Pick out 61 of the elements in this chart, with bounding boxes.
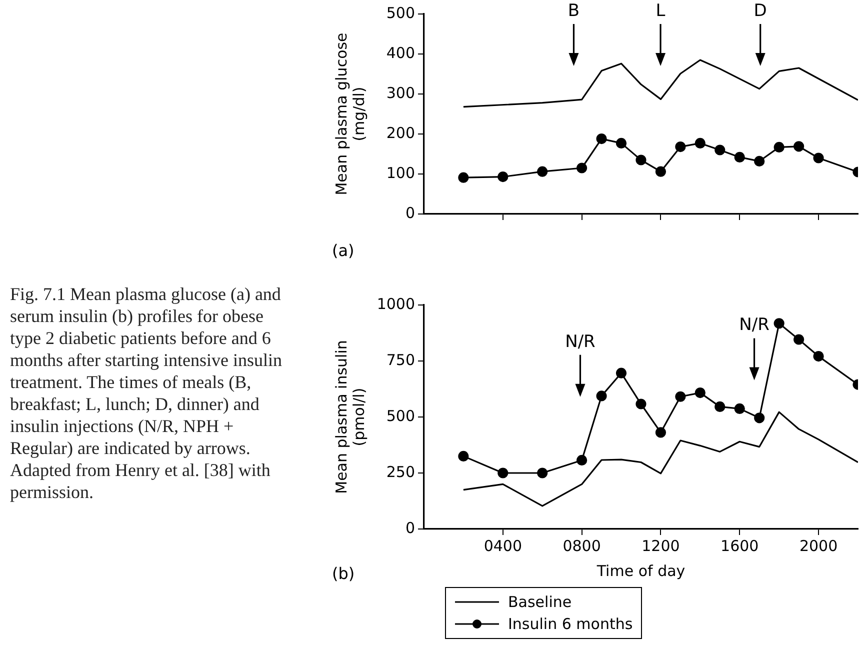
y-tick-label: 400	[386, 44, 415, 62]
point	[498, 172, 508, 182]
y-tick-label: 1000	[376, 294, 415, 313]
legend-label: Baseline	[508, 593, 572, 611]
point	[813, 350, 824, 362]
point	[694, 138, 706, 148]
x-tick-label: 0400	[484, 536, 522, 555]
point	[636, 398, 646, 410]
point	[655, 427, 666, 438]
point	[675, 142, 686, 152]
y-tick-label: 200	[386, 124, 415, 142]
x-tick-label: 1600	[720, 536, 759, 555]
point	[458, 450, 469, 462]
x-axis-title: Time of day	[596, 562, 686, 580]
point	[576, 454, 588, 466]
y-axis-title: Mean plasma insulin (pmol/l)	[332, 340, 368, 494]
point	[774, 142, 784, 152]
annotation: N/R	[739, 315, 770, 336]
point	[714, 401, 726, 412]
point	[655, 166, 666, 177]
y-tick-label: 0	[405, 204, 415, 222]
point	[498, 468, 508, 478]
y-tick-label: 750	[386, 350, 415, 369]
point	[576, 162, 588, 174]
x-tick-label: 1200	[642, 536, 680, 555]
point	[794, 141, 804, 152]
y-tick-label: 100	[386, 164, 415, 182]
point	[537, 166, 548, 177]
legend-label: Insulin 6 months	[508, 615, 633, 633]
point	[734, 403, 745, 414]
text: Fig. 7.1 Mean plasma glucose (a) and serum insulin (b) profiles for obese type 2 diabetic patients before and 6 months after starting intensive insulin treatment. The times of meals (B, breakfast; L, lunch; D, dinner) and insulin injections (N/R, NPH + Regular) are indicated by arrows. Adapted from Henry et al. [38] with permission.	[10, 284, 282, 502]
point	[794, 334, 804, 345]
text: (b)	[332, 564, 355, 584]
text: (a)	[332, 241, 354, 260]
point	[616, 138, 627, 148]
x-tick-label: 0800	[562, 536, 601, 555]
point	[537, 468, 548, 478]
point	[754, 412, 765, 424]
point	[616, 368, 627, 378]
point	[734, 152, 745, 162]
point	[675, 391, 686, 402]
annotation: D	[754, 0, 767, 21]
y-tick-label: 500	[386, 4, 415, 22]
point	[636, 154, 646, 166]
y-tick-label: 0	[405, 518, 415, 537]
y-tick-label: 500	[386, 406, 415, 425]
point	[596, 390, 607, 402]
x-tick-label: 2000	[799, 536, 838, 555]
point	[774, 318, 784, 329]
point	[458, 172, 469, 183]
annotation: L	[656, 0, 666, 21]
annotation: B	[568, 0, 580, 21]
point	[813, 152, 824, 164]
y-axis-title: Mean plasma glucose (mg/dl)	[332, 32, 368, 196]
point	[714, 144, 726, 156]
annotation: N/R	[565, 332, 596, 352]
point	[596, 134, 607, 144]
point	[754, 156, 765, 166]
y-tick-label: 250	[386, 462, 415, 481]
point	[694, 388, 706, 398]
y-tick-label: 300	[386, 84, 415, 102]
